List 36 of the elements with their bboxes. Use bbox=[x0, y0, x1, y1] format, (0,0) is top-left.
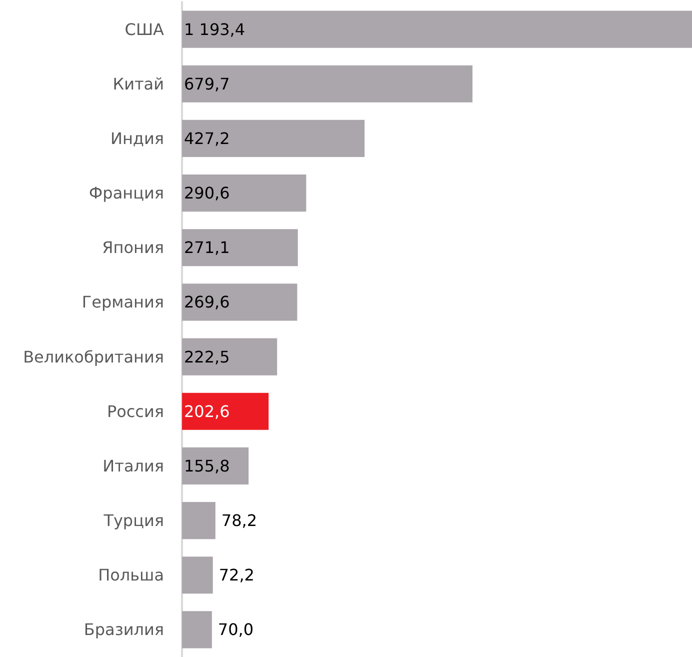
bar bbox=[182, 284, 298, 321]
data-label: 271,1 bbox=[184, 238, 230, 258]
y-tick-label: Франция bbox=[88, 184, 164, 203]
y-tick-label: Китай bbox=[112, 74, 164, 94]
data-label: 202,6 bbox=[184, 402, 230, 421]
data-label: 222,5 bbox=[184, 347, 230, 366]
y-tick-label: Италия bbox=[102, 456, 164, 476]
bar bbox=[182, 229, 298, 266]
data-label: 290,6 bbox=[184, 184, 230, 203]
bar bbox=[182, 120, 365, 158]
data-label: 269,6 bbox=[184, 292, 230, 312]
data-label: 1 193,4 bbox=[184, 20, 246, 39]
data-label: 78,2 bbox=[221, 511, 258, 530]
bar bbox=[182, 10, 692, 48]
bar bbox=[182, 502, 216, 540]
bar bbox=[182, 447, 249, 485]
y-tick-label: Россия bbox=[106, 402, 164, 421]
data-label: 427,2 bbox=[184, 128, 230, 148]
data-label: 679,7 bbox=[184, 74, 230, 94]
bar bbox=[182, 392, 269, 430]
bar bbox=[182, 65, 472, 102]
bar bbox=[182, 611, 212, 648]
data-label: 72,2 bbox=[218, 566, 254, 585]
data-label: 70,0 bbox=[218, 620, 254, 640]
y-tick-label: Германия bbox=[82, 292, 164, 312]
bar bbox=[182, 338, 278, 376]
y-tick-label: Турция bbox=[102, 511, 164, 530]
y-tick-label: США bbox=[124, 20, 164, 39]
bar bbox=[182, 556, 213, 594]
y-tick-label: Польша bbox=[98, 566, 164, 585]
data-label: 155,8 bbox=[184, 456, 230, 476]
y-tick-label: Великобритания bbox=[23, 347, 164, 366]
y-tick-label: Бразилия bbox=[84, 620, 164, 640]
y-tick-label: Япония bbox=[102, 238, 164, 258]
bar bbox=[182, 174, 306, 212]
y-tick-label: Индия bbox=[110, 128, 164, 148]
